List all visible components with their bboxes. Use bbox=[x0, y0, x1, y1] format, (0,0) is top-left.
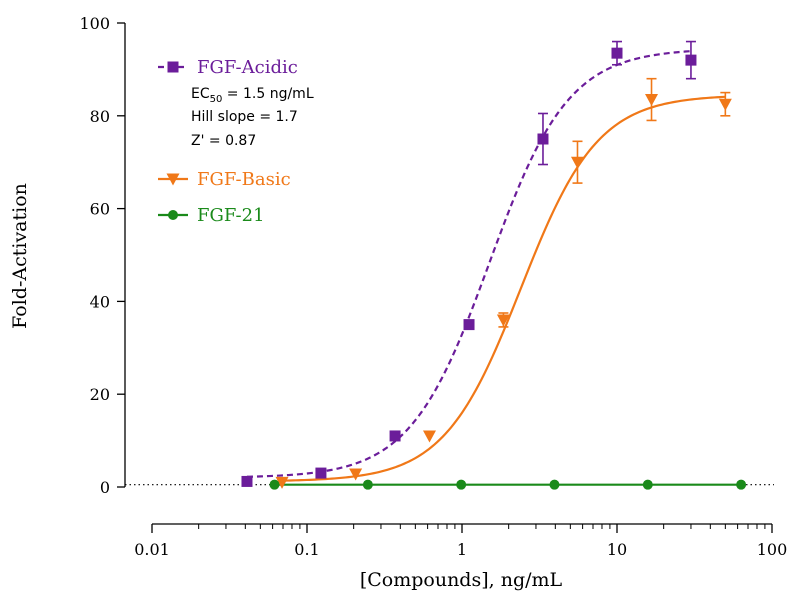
fgf-acidic-point bbox=[241, 476, 252, 487]
y-tick-label: 100 bbox=[79, 14, 110, 33]
y-tick-label: 20 bbox=[90, 385, 110, 404]
hill-slope-annotation: Hill slope = 1.7 bbox=[191, 109, 298, 125]
y-tick-label: 0 bbox=[100, 478, 110, 497]
fgf-21-legend-marker bbox=[168, 210, 178, 220]
z-prime-annotation: Z' = 0.87 bbox=[191, 133, 256, 149]
fgf-acidic-point bbox=[612, 48, 623, 59]
data-points bbox=[241, 42, 746, 490]
x-tick-label: 100 bbox=[757, 540, 788, 559]
fit-curves bbox=[247, 51, 741, 485]
fgf-acidic-legend-marker bbox=[168, 62, 179, 73]
fgf-basic-point bbox=[719, 99, 732, 111]
x-tick-label: 0.1 bbox=[294, 540, 319, 559]
y-tick-label: 60 bbox=[90, 200, 110, 219]
fgf-basic-legend-label: FGF-Basic bbox=[197, 169, 291, 190]
fgf-acidic-point bbox=[315, 468, 326, 479]
fgf-basic-point bbox=[423, 430, 436, 442]
y-axis-title: Fold-Activation bbox=[9, 183, 31, 329]
fgf-21-point bbox=[363, 480, 373, 490]
fgf-basic-point bbox=[645, 94, 658, 106]
ec50-annotation: EC50 = 1.5 ng/mL bbox=[191, 86, 314, 105]
fgf-21-point bbox=[736, 480, 746, 490]
x-tick-label: 1 bbox=[457, 540, 467, 559]
fgf-21-point bbox=[549, 480, 559, 490]
fgf-basic-point bbox=[571, 157, 584, 169]
legend: FGF-Acidic FGF-Basic FGF-21 EC50 = 1.5 ng/m… bbox=[158, 57, 314, 226]
fgf-acidic-point bbox=[464, 319, 475, 330]
fgf-acidic-point bbox=[537, 134, 548, 145]
fgf-acidic-fit-curve bbox=[247, 51, 691, 477]
axes: 0 20 40 60 80 100 0.01 0.1 1 10 100 bbox=[79, 14, 787, 559]
fgf-basic-fit-curve bbox=[282, 97, 725, 481]
fgf-acidic-point bbox=[390, 430, 401, 441]
fgf-21-legend-label: FGF-21 bbox=[197, 205, 265, 226]
fgf-acidic-point bbox=[685, 55, 696, 66]
fgf-21-point bbox=[643, 480, 653, 490]
fgf-21-point bbox=[269, 480, 279, 490]
fgf-acidic-legend-label: FGF-Acidic bbox=[197, 57, 298, 78]
x-tick-label: 10 bbox=[607, 540, 627, 559]
y-tick-label: 40 bbox=[90, 292, 110, 311]
fgf-21-point bbox=[456, 480, 466, 490]
y-tick-label: 80 bbox=[90, 107, 110, 126]
x-tick-label: 0.01 bbox=[134, 540, 170, 559]
x-axis-title: [Compounds], ng/mL bbox=[360, 569, 563, 591]
